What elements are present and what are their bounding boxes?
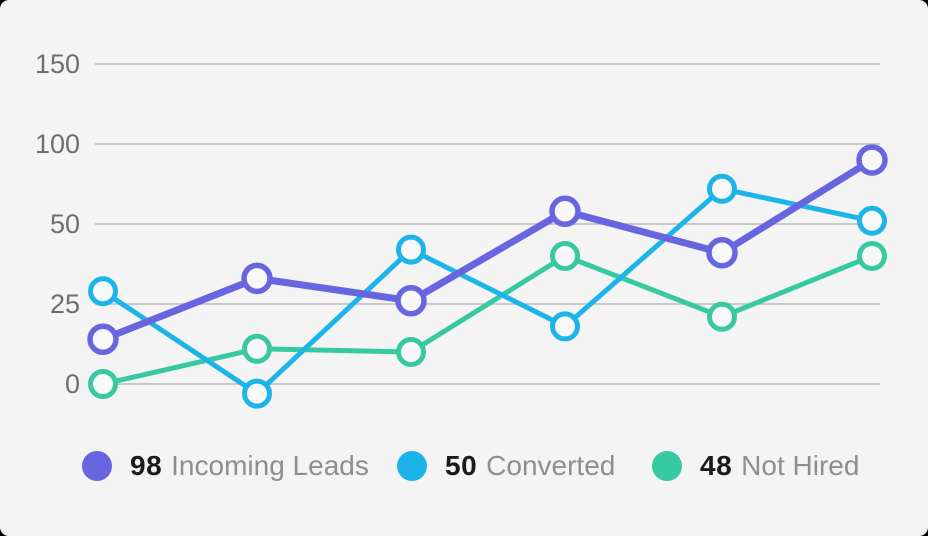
legend-item-incoming-leads[interactable]: 98 Incoming Leads xyxy=(82,450,369,482)
y-axis-tick-label: 50 xyxy=(50,209,80,239)
data-point-marker[interactable] xyxy=(242,333,272,364)
data-point-marker[interactable] xyxy=(396,234,426,265)
data-point-marker[interactable] xyxy=(857,241,887,271)
data-point-marker[interactable] xyxy=(707,301,737,332)
legend-dot-not-hired xyxy=(652,451,682,481)
data-point-marker[interactable] xyxy=(395,285,427,317)
legend-dot-incoming-leads xyxy=(82,451,112,481)
legend-value: 48 xyxy=(700,450,733,481)
legend-label: Converted xyxy=(486,450,616,481)
data-point-marker[interactable] xyxy=(550,311,580,342)
data-point-marker[interactable] xyxy=(857,205,887,236)
data-point-marker[interactable] xyxy=(241,262,273,295)
series-line-not-hired xyxy=(100,253,875,387)
data-point-marker[interactable] xyxy=(550,241,580,271)
y-axis-tick-label: 100 xyxy=(35,129,80,159)
y-axis-tick-label: 25 xyxy=(50,289,80,319)
legend: 98 Incoming Leads 50 Converted 48 Not Hi… xyxy=(0,450,928,482)
legend-label: Incoming Leads xyxy=(171,450,369,481)
data-point-marker[interactable] xyxy=(706,237,738,269)
data-point-marker[interactable] xyxy=(87,323,119,355)
legend-item-not-hired[interactable]: 48 Not Hired xyxy=(652,450,859,482)
data-point-marker[interactable] xyxy=(242,378,272,409)
data-point-marker[interactable] xyxy=(707,173,737,204)
data-point-marker[interactable] xyxy=(396,337,426,367)
data-point-marker[interactable] xyxy=(856,144,888,176)
legend-value: 50 xyxy=(445,450,478,481)
y-axis-tick-label: 150 xyxy=(35,49,80,79)
legend-item-converted[interactable]: 50 Converted xyxy=(397,450,615,482)
series-line-incoming-leads xyxy=(99,156,876,343)
data-point-marker[interactable] xyxy=(88,276,118,307)
legend-value: 98 xyxy=(130,450,163,481)
y-axis-tick-label: 0 xyxy=(65,369,80,399)
data-point-marker[interactable] xyxy=(88,369,118,399)
series-line-converted xyxy=(100,186,875,397)
legend-dot-converted xyxy=(397,451,427,481)
data-point-marker[interactable] xyxy=(549,195,581,227)
legend-label: Not Hired xyxy=(741,450,860,481)
